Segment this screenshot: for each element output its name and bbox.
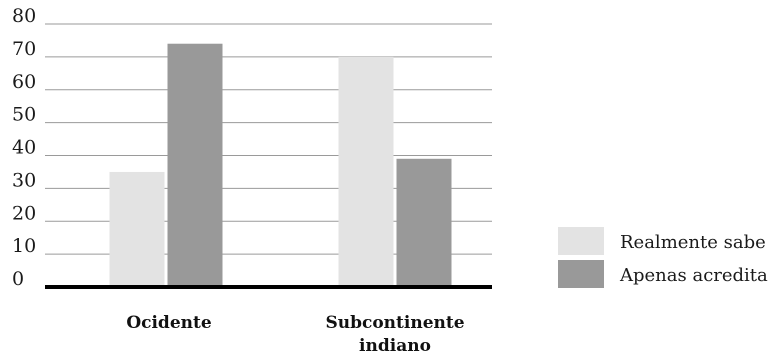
y-tick-label: 50: [12, 104, 36, 126]
bar-realmente-sabe-0: [109, 171, 165, 287]
legend-swatch: [558, 227, 604, 255]
y-tick-label: 10: [12, 235, 36, 257]
y-tick-label: 30: [12, 169, 36, 191]
y-tick-label: 60: [12, 71, 36, 93]
bars: [109, 43, 452, 287]
y-tick-label: 40: [12, 137, 36, 159]
y-tick-label: 0: [12, 268, 24, 290]
y-axis-ticks: 0 10 20 30 40 50 60 70 80: [12, 5, 36, 290]
y-tick-label: 80: [12, 5, 36, 27]
y-tick-label: 70: [12, 38, 36, 60]
y-tick-label: 20: [12, 202, 36, 224]
x-category-label: Ocidente: [126, 313, 212, 333]
bar-apenas-acredita-1: [396, 158, 452, 287]
x-category-label: indiano: [359, 336, 431, 354]
bar-apenas-acredita-0: [167, 43, 223, 287]
bar-realmente-sabe-1: [338, 56, 394, 287]
legend: Realmente sabe Apenas acredita: [558, 227, 768, 288]
legend-swatch: [558, 260, 604, 288]
legend-label: Apenas acredita: [619, 265, 768, 286]
legend-label: Realmente sabe: [620, 232, 766, 253]
x-category-label: Subcontinente: [325, 313, 464, 333]
x-axis-category-labels: Ocidente Subcontinente indiano: [126, 313, 464, 354]
